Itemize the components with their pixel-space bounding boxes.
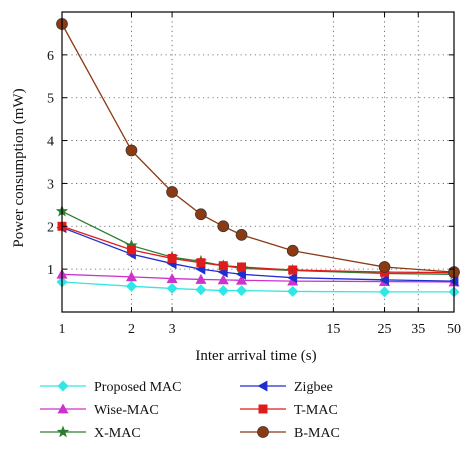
legend-label: Zigbee bbox=[294, 380, 333, 395]
data-point-diamond bbox=[379, 286, 391, 298]
data-point-star bbox=[125, 239, 138, 251]
data-point-square bbox=[237, 262, 247, 272]
data-point-diamond bbox=[217, 285, 229, 297]
data-point-circle bbox=[286, 244, 299, 257]
data-point-diamond bbox=[125, 280, 137, 292]
data-point-square bbox=[196, 258, 206, 268]
data-point-diamond bbox=[287, 285, 299, 297]
data-point-diamond bbox=[195, 284, 207, 296]
legend-label: B-MAC bbox=[294, 426, 340, 441]
data-point-circle bbox=[378, 261, 391, 273]
data-point-circle bbox=[166, 186, 178, 198]
data-point-square bbox=[288, 265, 298, 275]
y-tick-label: 6 bbox=[47, 49, 54, 64]
legend-marker bbox=[56, 425, 70, 438]
data-point-square bbox=[167, 253, 177, 263]
data-point-diamond bbox=[236, 285, 248, 297]
data-point-circle bbox=[125, 144, 138, 157]
x-tick-label: 1 bbox=[59, 322, 66, 337]
x-tick-label: 2 bbox=[128, 322, 135, 337]
data-point-triangle-up bbox=[125, 271, 137, 282]
legend: Proposed MAC Wise-MAC X-MAC Zigbee T-MAC B-MA… bbox=[40, 380, 340, 441]
data-point-diamond bbox=[166, 282, 178, 294]
data-point-circle bbox=[235, 229, 248, 241]
data-point-triangle-up bbox=[166, 273, 178, 283]
legend-label: X-MAC bbox=[94, 426, 141, 441]
y-tick-label: 5 bbox=[47, 92, 54, 107]
legend-marker bbox=[257, 426, 269, 438]
legend-marker bbox=[258, 404, 268, 414]
x-tick-label: 15 bbox=[326, 322, 340, 337]
legend-label: Proposed MAC bbox=[94, 380, 182, 395]
legend-label: Wise-MAC bbox=[94, 403, 159, 418]
data-point-triangle-up bbox=[195, 273, 207, 284]
x-tick-label: 50 bbox=[447, 322, 461, 337]
y-tick-label: 4 bbox=[47, 135, 54, 150]
x-tick-label: 3 bbox=[169, 322, 176, 337]
data-point-circle bbox=[195, 208, 207, 221]
legend-marker bbox=[57, 380, 69, 392]
data-point-triangle-up bbox=[217, 274, 229, 285]
series-markers bbox=[55, 18, 461, 298]
legend-marker bbox=[57, 403, 69, 414]
plot-frame bbox=[61, 11, 455, 313]
data-point-circle bbox=[217, 220, 230, 233]
axis-ticks: 1 2 3 4 5 6 1 2 3 15 25 35 50 bbox=[47, 12, 461, 337]
y-tick-label: 3 bbox=[47, 177, 54, 192]
data-point-triangle-left bbox=[236, 268, 246, 280]
data-point-triangle-up bbox=[236, 274, 248, 285]
legend-marker bbox=[257, 380, 268, 392]
data-point-triangle-left bbox=[287, 272, 298, 284]
data-point-triangle-left bbox=[379, 274, 389, 286]
x-tick-label: 25 bbox=[378, 322, 392, 337]
x-axis-label: Inter arrival time (s) bbox=[195, 348, 316, 364]
legend-label: T-MAC bbox=[294, 403, 338, 418]
data-point-square bbox=[126, 245, 136, 255]
y-tick-label: 2 bbox=[47, 220, 54, 235]
y-axis-label: Power consumption (mW) bbox=[11, 88, 27, 247]
data-point-square bbox=[218, 261, 228, 271]
y-tick-label: 1 bbox=[47, 263, 54, 278]
x-tick-label: 35 bbox=[411, 322, 425, 337]
